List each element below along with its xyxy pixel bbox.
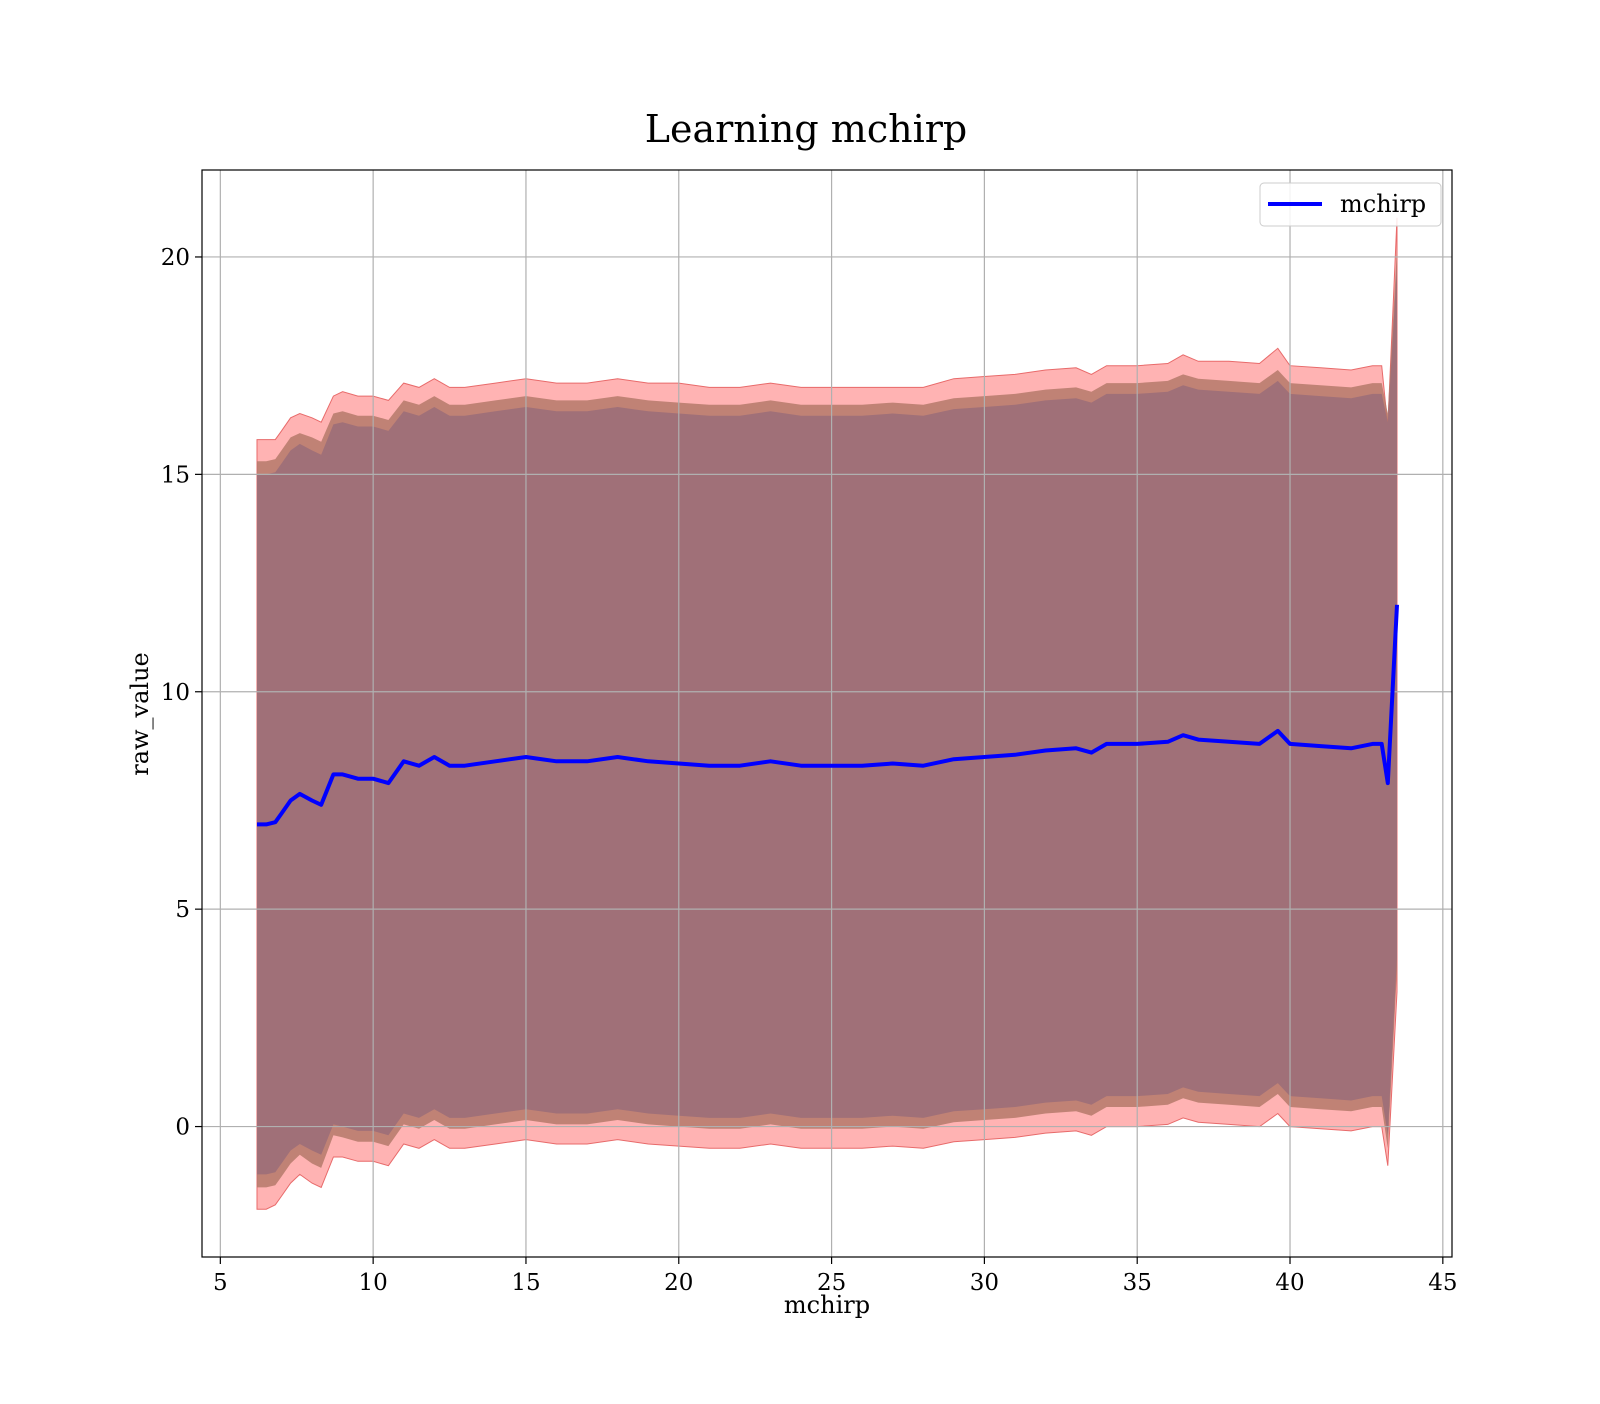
x-tick-label: 5 (213, 1270, 228, 1296)
x-tick-label: 10 (359, 1270, 388, 1296)
x-tick-label: 20 (664, 1270, 693, 1296)
x-tick-label: 45 (1428, 1270, 1457, 1296)
y-tick-label: 0 (175, 1115, 190, 1141)
plot-frame (201, 169, 1453, 1258)
chart-title: Learning mchirp (645, 107, 967, 151)
legend-label-mchirp: mchirp (1340, 190, 1426, 218)
x-axis: 5 10 15 20 25 30 35 40 45 (213, 1257, 1457, 1296)
y-tick-label: 10 (161, 680, 190, 706)
x-axis-label: mchirp (784, 1291, 870, 1319)
band-inner (257, 265, 1397, 1175)
y-tick-label: 5 (175, 897, 190, 923)
x-tick-label: 40 (1275, 1270, 1304, 1296)
x-tick-label: 30 (970, 1270, 999, 1296)
y-tick-label: 15 (161, 462, 190, 488)
x-tick-label: 15 (511, 1270, 540, 1296)
y-tick-label: 20 (161, 245, 190, 271)
series-line-mchirp (257, 604, 1399, 827)
grid (202, 170, 1452, 1257)
legend-box (1259, 182, 1442, 227)
y-axis: 0 5 10 15 20 (161, 245, 202, 1141)
y-axis-label: raw_value (126, 652, 154, 776)
mean-line-group (257, 604, 1399, 827)
x-tick-label: 25 (817, 1270, 846, 1296)
legend: mchirp (1259, 182, 1442, 227)
confidence-bands (256, 217, 1398, 1210)
x-tick-label: 35 (1123, 1270, 1152, 1296)
